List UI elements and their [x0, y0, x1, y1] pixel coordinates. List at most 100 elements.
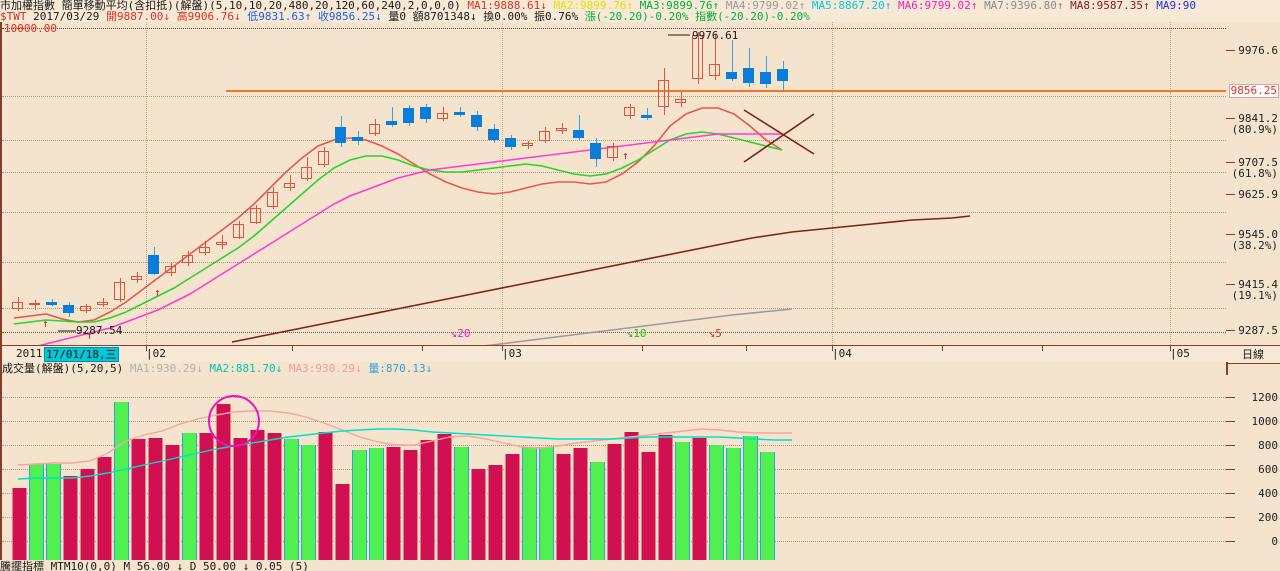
- signal-arrow-1: ↑: [42, 317, 49, 330]
- volume-bar: [471, 469, 486, 560]
- volume-tick-label: 1000: [1251, 415, 1279, 428]
- volume-bar: [726, 448, 741, 560]
- quote-收: 收9856.25↓: [317, 11, 382, 22]
- volume-bar: [352, 450, 367, 560]
- price-tick-ratio: (19.1%): [1231, 289, 1278, 302]
- volume-bar: [590, 462, 605, 560]
- volume-header: 成交量(解盤)(5,20,5) MA1:930.29↓ MA2:881.70↓ …: [0, 362, 1228, 375]
- volume-bar: [488, 465, 503, 560]
- volume-bar: [369, 448, 384, 560]
- quote-指數: 指數(-20.20)-0.20%: [695, 11, 810, 22]
- volume-tick-label: 1200: [1251, 391, 1279, 404]
- signal-arrow-4: ↑: [622, 149, 629, 162]
- volume-tick-label: 0: [1271, 535, 1278, 548]
- ma-tag-5: ↘5: [708, 326, 722, 340]
- bottom-indicator-label: 騰擺指標 MTM10(0,0) M 56.00 ↓ D 50.00 ↓ 0.05…: [0, 560, 309, 571]
- current-price-tag: 9856.25: [1228, 84, 1279, 98]
- price-tick-label: 9707.5: [1238, 156, 1278, 169]
- ma-readout-ma8: MA8:9587.35: [1070, 0, 1144, 11]
- ma-readout-ma1: MA1:9888.61: [467, 0, 541, 11]
- volume-highlight-circle: [208, 395, 260, 447]
- signal-arrow-3: ↑: [154, 286, 161, 299]
- low-price-annotation: 9287.54: [76, 324, 123, 337]
- quote-額: 額8701348↓: [412, 11, 477, 22]
- ma-tag-10: ↘10: [626, 326, 647, 340]
- quote-date: 2017/03/29: [26, 11, 100, 22]
- volume-axis[interactable]: 1200 1000 800 600 400 200 0: [1226, 375, 1280, 562]
- price-tick-ratio: (80.9%): [1231, 123, 1278, 136]
- volume-bar: [301, 445, 316, 560]
- ma60-line: [231, 215, 971, 343]
- price-tick-label: 9841.2: [1238, 112, 1278, 125]
- ma-readout-ma6: MA6:9799.02: [897, 0, 971, 11]
- volume-chart-pane[interactable]: [0, 375, 1228, 562]
- price-tick-label: 9415.4: [1238, 278, 1278, 291]
- volume-readout-量: 量:870.13: [368, 362, 426, 375]
- signal-arrow-2: ↑: [86, 329, 93, 342]
- date-selected-label[interactable]: 17/01/18,三: [44, 347, 119, 362]
- ma-readout-ma9: MA9:90: [1156, 0, 1197, 11]
- volume-tick-label: 800: [1258, 439, 1278, 452]
- bottom-indicator-strip: 騰擺指標 MTM10(0,0) M 56.00 ↓ D 50.00 ↓ 0.05…: [0, 560, 1280, 571]
- volume-bar: [12, 488, 27, 560]
- price-tick-ratio: (61.8%): [1231, 167, 1278, 180]
- quote-換: 換0.00%: [483, 11, 528, 22]
- volume-bar: [522, 447, 537, 560]
- volume-bar: [335, 484, 350, 560]
- quote-量: 量0: [388, 11, 407, 22]
- quote-漲: 漲(-20.20)-0.20%: [584, 11, 689, 22]
- resistance-line: [226, 90, 1226, 92]
- volume-bar: [641, 452, 656, 560]
- volume-ma-lines: [17, 410, 792, 480]
- volume-bar: [250, 430, 265, 560]
- ma20-line: [38, 133, 782, 345]
- volume-tick-label: 400: [1258, 487, 1278, 500]
- volume-bar: [573, 448, 588, 560]
- header-indicator-row: 市加權指數 簡單移動平均(含扣抵)(解盤)(5,10,10,20,480,20,…: [0, 0, 1197, 11]
- volume-bar: [437, 434, 452, 560]
- ma5-line: [13, 107, 783, 323]
- volume-bar: [386, 447, 401, 560]
- ma-readout-ma4: MA4:9799.02: [725, 0, 799, 11]
- volume-bar: [760, 452, 775, 560]
- date-mark-02: |02: [146, 347, 166, 360]
- volume-bar: [46, 464, 61, 560]
- volume-tick-label: 600: [1258, 463, 1278, 476]
- ma-readout-ma7: MA7:9396.80: [984, 0, 1057, 11]
- trend-line-lower: [743, 113, 815, 163]
- volume-bar: [658, 435, 673, 560]
- price-tick-label: 9287.5: [1238, 324, 1278, 337]
- volume-readout-MA1: MA1:930.29: [129, 362, 197, 375]
- volume-bar: [539, 447, 554, 560]
- ma-tag-20: ↘20: [450, 326, 471, 340]
- volume-bar: [607, 444, 622, 560]
- volume-bar: [556, 454, 571, 560]
- date-year-label: 2011: [16, 347, 43, 360]
- volume-bar: [284, 439, 299, 560]
- volume-tick-label: 200: [1258, 511, 1278, 524]
- chart-header: 市加權指數 簡單移動平均(含扣抵)(解盤)(5,10,10,20,480,20,…: [0, 0, 1280, 23]
- volume-bar: [743, 436, 758, 560]
- price-chart-pane[interactable]: 10000.00 9976.61 9287.54 ↘: [0, 22, 1228, 345]
- price-tick-label: 9625.9: [1238, 188, 1278, 201]
- volume-bar: [267, 433, 282, 560]
- volume-readout-MA3: MA3:930.29: [288, 362, 356, 375]
- ma-readout-ma5: MA5:8867.20: [811, 0, 885, 11]
- volume-bar: [80, 469, 95, 560]
- price-tick-ratio: (38.2%): [1231, 239, 1278, 252]
- price-tick-label: 9545.0: [1238, 228, 1278, 241]
- vol-ma1-line: [17, 410, 792, 466]
- period-label[interactable]: 日線: [1226, 345, 1280, 364]
- date-mark-03: |03: [502, 347, 522, 360]
- price-axis[interactable]: 9976.6 9841.2 (80.9%) 9707.5 (61.8%) 9625.9 95…: [1226, 22, 1280, 345]
- volume-bar: [420, 440, 435, 560]
- volume-bar: [624, 432, 639, 560]
- vol-ma2-line: [17, 428, 792, 480]
- high-price-annotation: 9976.61: [692, 29, 739, 42]
- volume-bar: [165, 445, 180, 560]
- volume-bar: [148, 438, 163, 560]
- price-top-label: 10000.00: [4, 22, 57, 35]
- quote-高: 高9906.76↓: [176, 11, 241, 22]
- volume-bar: [63, 476, 78, 560]
